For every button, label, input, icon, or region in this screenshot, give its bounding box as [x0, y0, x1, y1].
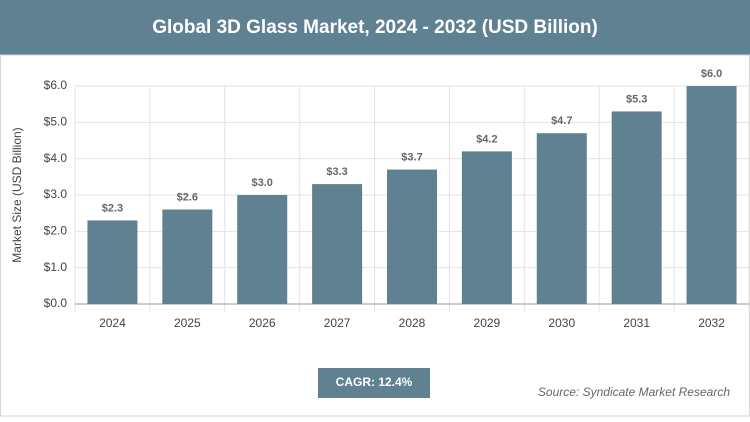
x-tick-label: 2026 [249, 316, 276, 330]
value-label: $6.0 [701, 68, 722, 80]
bar [686, 86, 737, 304]
title-bar [0, 0, 750, 55]
x-tick-label: 2028 [399, 316, 426, 330]
value-label: $4.2 [476, 133, 497, 145]
x-tick-label: 2030 [548, 316, 575, 330]
source-note: Source: Syndicate Market Research [538, 385, 730, 399]
x-tick-label: 2024 [99, 316, 126, 330]
bar [536, 133, 587, 304]
bar [461, 151, 512, 304]
chart-title: Global 3D Glass Market, 2024 - 2032 (USD… [152, 17, 598, 38]
value-label: $2.3 [102, 202, 123, 214]
value-label: $4.7 [551, 115, 572, 127]
cagr-label: CAGR: 12.4% [336, 375, 413, 389]
value-label: $2.6 [177, 191, 198, 203]
x-tick-label: 2032 [698, 316, 725, 330]
cagr-box [318, 368, 430, 398]
x-tick-label: 2027 [324, 316, 351, 330]
x-tick-label: 2029 [474, 316, 501, 330]
bar [611, 111, 662, 304]
bar [87, 220, 138, 304]
value-label: $3.0 [252, 177, 273, 189]
value-label: $3.3 [326, 166, 347, 178]
bar [312, 184, 363, 304]
y-tick-label: $5.0 [44, 115, 68, 129]
y-axis-label: Market Size (USD Billion) [10, 127, 24, 262]
value-label: $3.7 [401, 151, 422, 163]
y-tick-label: $6.0 [44, 78, 68, 92]
value-label: $5.3 [626, 93, 647, 105]
x-tick-label: 2031 [623, 316, 650, 330]
y-tick-label: $3.0 [44, 187, 68, 201]
y-tick-label: $4.0 [44, 151, 68, 165]
bar [162, 209, 213, 304]
x-tick-label: 2025 [174, 316, 201, 330]
y-tick-label: $2.0 [44, 224, 68, 238]
y-tick-label: $1.0 [44, 260, 68, 274]
bar [387, 169, 437, 304]
bar [237, 195, 288, 304]
y-tick-label: $0.0 [44, 296, 68, 310]
